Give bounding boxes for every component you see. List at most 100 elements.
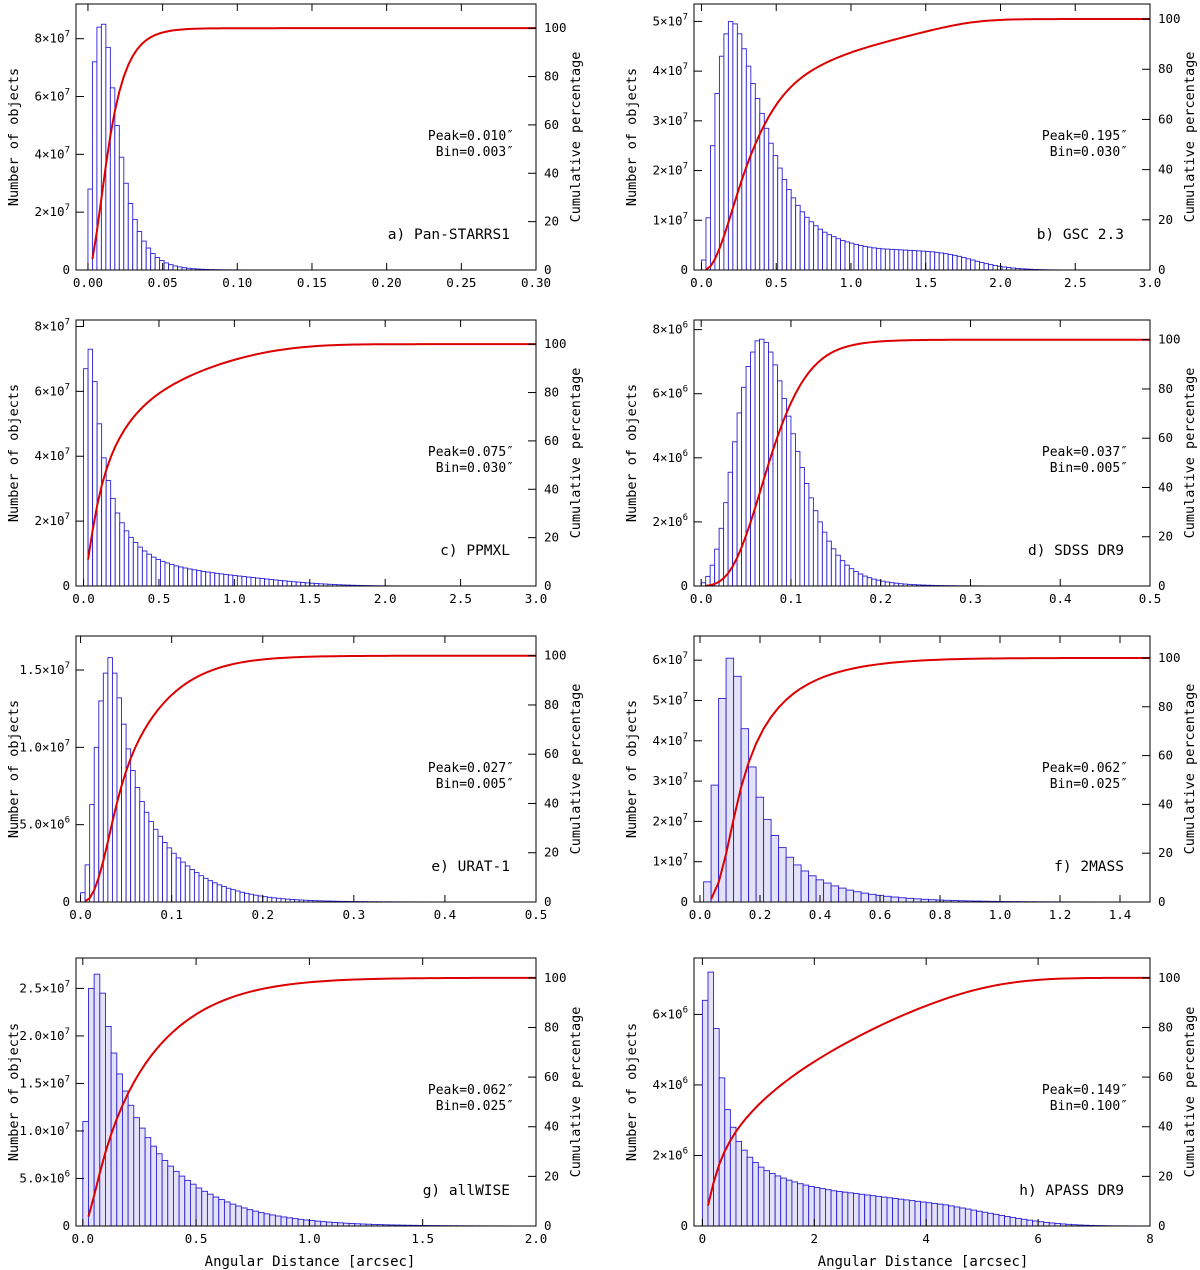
histogram-bar (82, 1121, 89, 1227)
histogram-bar (110, 1052, 118, 1227)
cumulative-tick-label: 80 (544, 1019, 559, 1034)
y-tick-label: 0 (62, 1218, 70, 1233)
histogram-bar (234, 890, 241, 903)
histogram-bar (892, 1198, 899, 1227)
x-tick-label: 0.0 (72, 1231, 95, 1246)
cumulative-tick-label: 100 (1158, 650, 1181, 665)
histogram-bar (273, 579, 279, 587)
histogram-bar (853, 1193, 860, 1227)
left-axis-title: Number of objects (624, 700, 640, 838)
x-tick-label: 1.2 (1049, 907, 1072, 922)
histogram-bar (929, 251, 936, 271)
cumulative-tick-label: 100 (544, 20, 567, 35)
histogram-bar (748, 766, 757, 903)
histogram-bar (168, 264, 174, 271)
histogram-bar (162, 842, 168, 903)
histogram-bar (907, 249, 913, 271)
histogram-bar (263, 1213, 271, 1227)
histogram-bar (770, 835, 780, 903)
histogram-bar (844, 241, 850, 271)
histogram-bar (812, 510, 819, 587)
histogram-bar (866, 246, 873, 271)
x-tick-label: 6 (1034, 1231, 1042, 1246)
histogram-bar (800, 870, 810, 903)
right-axis-title: Cumulative percentage (568, 52, 584, 223)
plot-frame (693, 319, 1151, 587)
histogram-bar (100, 23, 107, 271)
histogram-bar (166, 847, 173, 903)
histogram-bar (763, 1170, 770, 1227)
histogram-bar (822, 231, 828, 271)
x-tick-label: 1.5 (411, 1231, 434, 1246)
histogram-bar (794, 450, 801, 587)
cumulative-tick-label: 80 (1158, 699, 1173, 714)
right-axis-title: Cumulative percentage (1182, 684, 1198, 855)
histogram-bar (105, 1025, 112, 1227)
histogram-bar (1032, 1220, 1039, 1227)
histogram-bar (252, 1210, 259, 1227)
histogram-bar (169, 564, 175, 587)
histogram-bar (257, 1212, 265, 1227)
histogram-bar (148, 821, 154, 903)
histogram-bar (835, 554, 841, 587)
histogram-bar (862, 245, 868, 271)
histogram-bar (813, 1187, 821, 1227)
histogram-bar (297, 1218, 305, 1227)
peak-annotation: Peak=0.075″ (428, 445, 514, 460)
right-axis-title: Cumulative percentage (1182, 368, 1198, 539)
histogram-bar (781, 179, 788, 271)
histogram-bar (841, 1191, 849, 1227)
histogram-bar (105, 480, 112, 587)
x-tick-label: 0.00 (73, 275, 103, 290)
cumulative-tick-label: 100 (544, 970, 567, 985)
histogram-bar (759, 112, 765, 271)
histogram-bar (212, 1196, 220, 1227)
histogram-bar (110, 497, 116, 587)
histogram-bar (241, 576, 247, 587)
histogram-bar (314, 1220, 322, 1227)
histogram-bar (848, 568, 855, 587)
x-tick-label: 0.5 (185, 1231, 208, 1246)
histogram-bar (193, 872, 200, 903)
histogram-bar (830, 885, 840, 903)
histogram-bar (772, 155, 779, 271)
cumulative-tick-label: 0 (544, 262, 552, 277)
cumulative-tick-label: 0 (544, 894, 552, 909)
x-tick-label: 0.1 (780, 591, 803, 606)
histogram-bar (934, 251, 940, 271)
histogram-bar (992, 1213, 1000, 1227)
histogram-bar (245, 576, 252, 587)
y-tick-label: 1.0×107 (19, 738, 70, 754)
x-tick-label: 0.10 (222, 275, 252, 290)
y-tick-label: 8×106 (652, 321, 688, 337)
cumulative-tick-label: 0 (1158, 262, 1166, 277)
right-axis-title: Cumulative percentage (568, 1007, 584, 1178)
panel-label: g) allWISE (423, 1183, 510, 1199)
histogram-bar (793, 864, 802, 903)
plot-frame (693, 3, 1151, 271)
bin-annotation: Bin=0.025″ (436, 1099, 514, 1114)
cumulative-tick-label: 0 (1158, 894, 1166, 909)
x-tick-label: 0.2 (749, 907, 772, 922)
x-tick-label: 0.5 (525, 907, 548, 922)
histogram-bar (137, 546, 143, 587)
histogram-bar (931, 1202, 938, 1227)
histogram-bar (1004, 1216, 1011, 1227)
histogram-bar (269, 1214, 276, 1227)
histogram-bar (189, 1183, 197, 1227)
histogram-bar (703, 881, 712, 903)
histogram-bar (893, 249, 900, 271)
histogram-bar (755, 796, 765, 903)
x-tick-label: 0.3 (959, 591, 982, 606)
y-tick-label: 2×106 (652, 513, 688, 529)
y-tick-label: 6×107 (34, 382, 70, 398)
x-tick-label: 0.0 (690, 591, 713, 606)
histogram-bar (116, 1073, 123, 1227)
histogram-bar (757, 1166, 765, 1227)
histogram-bar (99, 992, 106, 1227)
histogram-bar (778, 847, 787, 903)
x-tick-label: 1.0 (298, 1231, 321, 1246)
x-tick-label: 1.4 (1109, 907, 1132, 922)
histogram-bar (884, 248, 891, 271)
y-tick-label: 2×107 (34, 203, 70, 219)
